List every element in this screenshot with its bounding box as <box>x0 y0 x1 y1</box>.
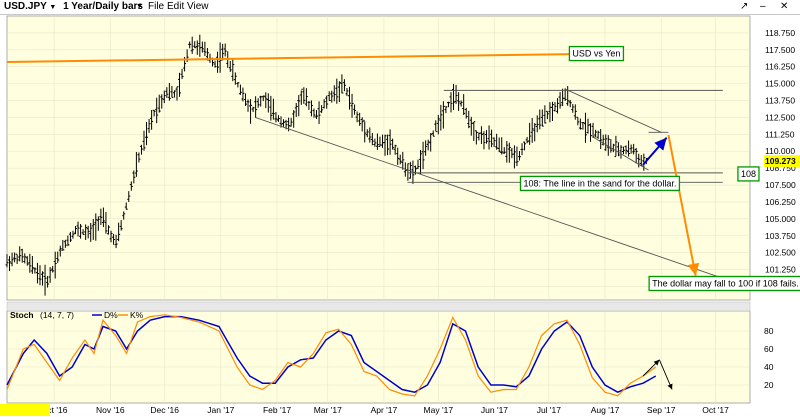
time-tick-label: Feb '17 <box>263 405 291 415</box>
menu-edit[interactable]: Edit <box>167 1 185 12</box>
minimize-icon[interactable]: – <box>760 1 766 12</box>
symbol-label: USD.JPY <box>4 1 47 12</box>
price-tick-label: 110.000 <box>765 146 795 156</box>
last-price-label: 109.273 <box>765 156 796 166</box>
price-tick-label: 117.500 <box>765 45 795 55</box>
time-tick-label: Jan '17 <box>207 405 234 415</box>
time-tick-label: Sep '17 <box>647 405 676 415</box>
symbol-dropdown-icon[interactable]: ▼ <box>49 4 57 11</box>
menu-view[interactable]: View <box>187 1 209 12</box>
time-tick-label: Mar '17 <box>314 405 342 415</box>
time-tick-label: Jun '17 <box>481 405 508 415</box>
price-tick-label: 118.750 <box>765 28 795 38</box>
stoch-tick-label: 60 <box>764 344 774 354</box>
annotation-label: The dollar may fall to 100 if 108 fails. <box>652 278 799 288</box>
time-tick-label: Nov '16 <box>96 405 125 415</box>
annotation-box <box>568 45 625 62</box>
annotation-box <box>737 166 760 182</box>
blue-arrow <box>642 137 668 166</box>
time-tick-label: Oct '16 <box>41 405 68 415</box>
menu-file[interactable]: File <box>148 1 165 12</box>
annotation-label: 108 <box>741 169 756 179</box>
stoch-panel <box>6 310 751 404</box>
price-tick-label: 112.500 <box>765 112 795 122</box>
stoch-tick-label: 40 <box>764 362 774 372</box>
price-tick-label: 113.750 <box>765 96 795 106</box>
annotation-label: USD vs Yen <box>572 49 620 59</box>
timeframe-dropdown-icon[interactable]: ▼ <box>136 3 143 10</box>
panel-divider <box>6 301 751 312</box>
price-tick-label: 106.250 <box>765 197 796 207</box>
stoch-params: (14, 7, 7) <box>40 310 74 320</box>
annotation-label: 108: The line in the sand for the dollar… <box>523 178 676 188</box>
price-tick-label: 105.000 <box>765 214 796 224</box>
stoch-tick-label: 20 <box>764 380 774 390</box>
time-tick-label: Jul '17 <box>537 405 562 415</box>
stoch-arrow <box>642 359 660 377</box>
time-tick-label: Oct '17 <box>702 405 729 415</box>
price-tick-label: 116.250 <box>765 62 795 72</box>
window-titlebar: USD.JPY ▼ 1 Year/Daily bars ▼ File Edit … <box>0 0 800 15</box>
trendline-lower-support <box>255 117 723 279</box>
legend-d-label: D% <box>104 310 118 320</box>
trendline-orange-resistance <box>6 52 593 63</box>
stoch-title: Stoch <box>10 310 34 320</box>
window-title: USD.JPY ▼ 1 Year/Daily bars <box>4 0 143 15</box>
timeframe-label: 1 Year/Daily bars <box>63 1 143 12</box>
orange-arrow <box>667 134 700 276</box>
annotation-box <box>519 175 681 192</box>
stoch-arrow <box>658 359 673 390</box>
price-tick-label: 107.500 <box>765 180 796 190</box>
price-tick-label: 102.500 <box>765 248 796 258</box>
close-icon[interactable]: ✕ <box>780 1 789 12</box>
current-date-highlight <box>0 404 50 416</box>
time-tick-label: Aug '17 <box>591 405 620 415</box>
stoch-tick-label: 80 <box>764 326 774 336</box>
annotation-box <box>648 275 800 292</box>
trendline-channel-upper <box>564 88 662 133</box>
stoch-k-line <box>6 314 657 397</box>
time-tick-label: Dec '16 <box>150 405 179 415</box>
price-tick-label: 115.000 <box>765 79 795 89</box>
time-tick-label: Apr '17 <box>371 405 398 415</box>
trendline-channel-lower <box>593 137 649 171</box>
legend-k-label: K% <box>130 310 144 320</box>
price-tick-label: 103.750 <box>765 231 796 241</box>
last-price-tag <box>764 155 800 168</box>
stoch-d-line <box>6 315 657 394</box>
popout-icon[interactable]: ↗ <box>740 1 749 12</box>
price-tick-label: 108.750 <box>765 163 796 173</box>
time-tick-label: May '17 <box>424 405 454 415</box>
price-tick-label: 101.250 <box>765 265 796 275</box>
price-tick-label: 111.250 <box>765 129 795 139</box>
